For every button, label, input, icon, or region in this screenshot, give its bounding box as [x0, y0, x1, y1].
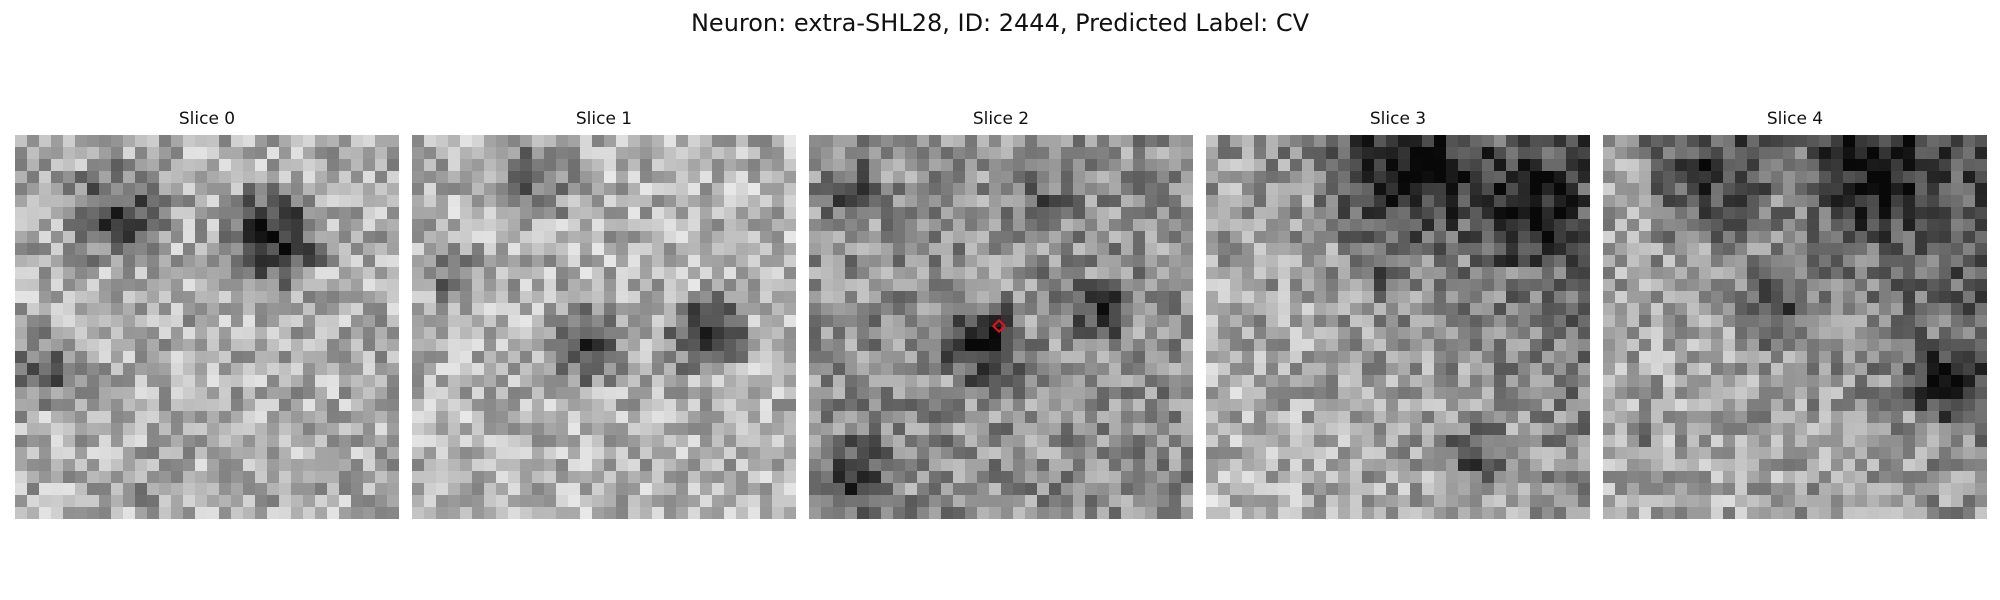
slice-image-1: [412, 135, 796, 519]
slice-canvas-2: [809, 135, 1193, 519]
slice-title-3: Slice 3: [1369, 109, 1427, 129]
slice-title-0: Slice 0: [178, 109, 236, 129]
slice-canvas-1: [412, 135, 796, 519]
slice-title-1: Slice 1: [575, 109, 633, 129]
slice-canvas-0: [15, 135, 399, 519]
slice-image-0: [15, 135, 399, 519]
slice-title-2: Slice 2: [972, 109, 1030, 129]
slice-image-4: [1603, 135, 1987, 519]
slice-image-3: [1206, 135, 1590, 519]
slice-title-4: Slice 4: [1766, 109, 1824, 129]
slice-image-2: [809, 135, 1193, 519]
slice-canvas-4: [1603, 135, 1987, 519]
slice-canvas-3: [1206, 135, 1590, 519]
figure-title: Neuron: extra-SHL28, ID: 2444, Predicted…: [690, 9, 1310, 37]
